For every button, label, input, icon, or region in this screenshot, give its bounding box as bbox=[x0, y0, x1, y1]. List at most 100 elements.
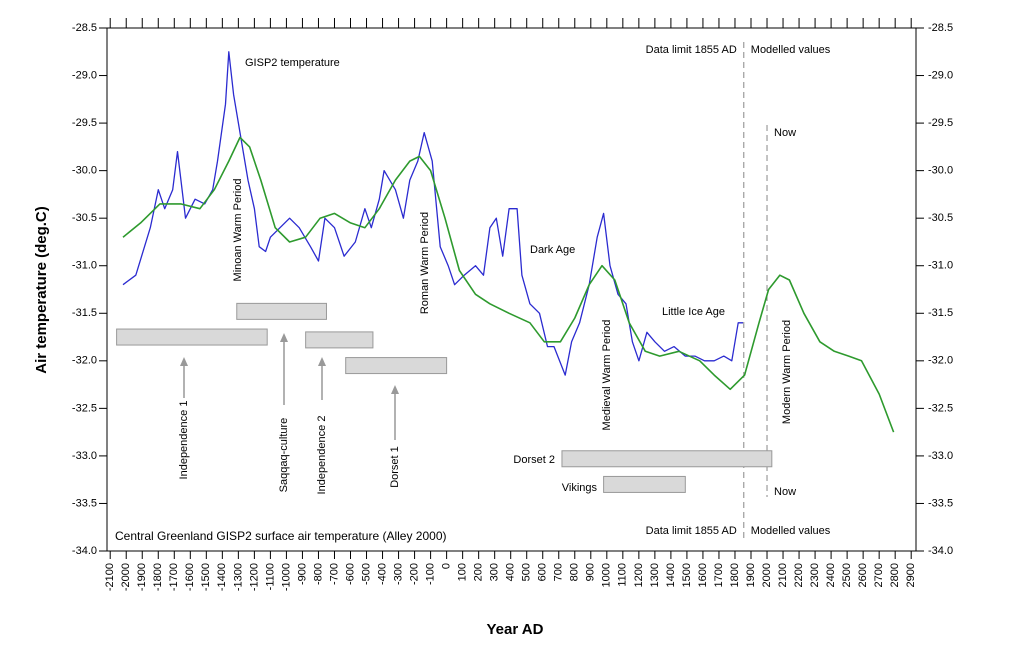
annotation: GISP2 temperature bbox=[245, 57, 340, 69]
x-tick-label: -1400 bbox=[216, 563, 228, 591]
arrow-head bbox=[180, 357, 188, 366]
x-tick-label: -1800 bbox=[152, 563, 164, 591]
annotation: Minoan Warm Period bbox=[232, 179, 244, 282]
y-tick-label: -32.0 bbox=[72, 355, 97, 367]
reference-label: Now bbox=[774, 127, 796, 139]
y2-tick-label: -31.5 bbox=[928, 307, 953, 319]
x-tick-label: -600 bbox=[344, 563, 356, 585]
x-tick-label: 300 bbox=[489, 563, 501, 581]
x-tick-label: -100 bbox=[425, 563, 437, 585]
reference-label: Data limit 1855 AD bbox=[646, 44, 737, 56]
reference-note: Modelled values bbox=[751, 525, 831, 537]
x-tick-label: -2000 bbox=[120, 563, 132, 591]
x-tick-label: -700 bbox=[328, 563, 340, 585]
period-bar bbox=[116, 328, 268, 346]
x-tick-label: -1600 bbox=[184, 563, 196, 591]
arrow-head bbox=[280, 333, 288, 342]
x-tick-label: 1200 bbox=[633, 563, 645, 587]
x-tick-label: 400 bbox=[505, 563, 517, 581]
x-tick-label: 1500 bbox=[681, 563, 693, 587]
x-tick-label: 500 bbox=[521, 563, 533, 581]
period-label: Independence 1 bbox=[178, 401, 190, 480]
x-tick-label: 2600 bbox=[857, 563, 869, 587]
x-tick-label: -2100 bbox=[104, 563, 116, 591]
x-tick-label: 800 bbox=[569, 563, 581, 581]
y2-tick-label: -28.5 bbox=[928, 22, 953, 34]
y2-tick-label: -29.5 bbox=[928, 117, 953, 129]
x-tick-label: 1400 bbox=[665, 563, 677, 587]
y-tick-label: -31.5 bbox=[72, 307, 97, 319]
chart-title: Central Greenland GISP2 surface air temp… bbox=[115, 529, 447, 543]
annotation: Dark Age bbox=[530, 244, 575, 256]
annotation: Medieval Warm Period bbox=[601, 320, 613, 431]
x-tick-label: 700 bbox=[553, 563, 565, 581]
x-tick-label: -900 bbox=[296, 563, 308, 585]
x-tick-label: -300 bbox=[392, 563, 404, 585]
y-tick-label: -29.0 bbox=[72, 69, 97, 81]
x-tick-label: -1900 bbox=[136, 563, 148, 591]
y-tick-label: -31.0 bbox=[72, 260, 97, 272]
y2-tick-label: -29.0 bbox=[928, 69, 953, 81]
x-tick-label: -200 bbox=[408, 563, 420, 585]
period-label: Vikings bbox=[562, 482, 598, 494]
x-tick-label: -500 bbox=[360, 563, 372, 585]
y-axis-label: Air temperature (deg.C) bbox=[33, 206, 50, 374]
period-label: Independence 2 bbox=[316, 416, 328, 495]
x-tick-label: 2900 bbox=[905, 563, 917, 587]
annotation: Modern Warm Period bbox=[781, 320, 793, 424]
period-bar bbox=[236, 302, 327, 320]
reference-label: Data limit 1855 AD bbox=[646, 525, 737, 537]
x-tick-label: 2200 bbox=[793, 563, 805, 587]
period-bar bbox=[345, 357, 448, 375]
y-tick-label: -33.0 bbox=[72, 450, 97, 462]
x-tick-label: 200 bbox=[473, 563, 485, 581]
x-tick-label: 2300 bbox=[809, 563, 821, 587]
period-bar bbox=[305, 331, 374, 349]
period-label: Saqqaq-culture bbox=[278, 418, 290, 493]
x-tick-label: 1600 bbox=[697, 563, 709, 587]
x-tick-label: 600 bbox=[537, 563, 549, 581]
period-bar bbox=[561, 450, 773, 468]
y2-tick-label: -33.0 bbox=[928, 450, 953, 462]
arrow-head bbox=[391, 385, 399, 394]
x-tick-label: -1500 bbox=[200, 563, 212, 591]
x-tick-label: 2500 bbox=[841, 563, 853, 587]
series-line bbox=[122, 51, 743, 376]
reference-note: Modelled values bbox=[751, 44, 831, 56]
y2-tick-label: -32.5 bbox=[928, 402, 953, 414]
x-axis-label: Year AD bbox=[487, 621, 544, 638]
x-tick-label: 2400 bbox=[825, 563, 837, 587]
y2-tick-label: -34.0 bbox=[928, 545, 953, 557]
arrow-head bbox=[318, 357, 326, 366]
x-tick-label: 1100 bbox=[617, 563, 629, 587]
y2-tick-label: -30.5 bbox=[928, 212, 953, 224]
y-tick-label: -33.5 bbox=[72, 497, 97, 509]
y-tick-label: -32.5 bbox=[72, 402, 97, 414]
x-tick-label: -1100 bbox=[264, 563, 276, 590]
period-bar bbox=[603, 475, 686, 493]
plot-frame bbox=[106, 27, 917, 552]
y-tick-label: -28.5 bbox=[72, 22, 97, 34]
x-tick-label: 1300 bbox=[649, 563, 661, 587]
y2-tick-label: -33.5 bbox=[928, 497, 953, 509]
y2-tick-label: -32.0 bbox=[928, 355, 953, 367]
annotation: Little Ice Age bbox=[662, 306, 725, 318]
y-tick-label: -29.5 bbox=[72, 117, 97, 129]
y-tick-label: -34.0 bbox=[72, 545, 97, 557]
period-label: Dorset 2 bbox=[513, 454, 555, 466]
x-tick-label: -1200 bbox=[248, 563, 260, 591]
x-tick-label: 2700 bbox=[873, 563, 885, 587]
x-tick-label: 1700 bbox=[713, 563, 725, 587]
x-tick-label: -800 bbox=[312, 563, 324, 585]
y-tick-label: -30.0 bbox=[72, 165, 97, 177]
annotation: Roman Warm Period bbox=[419, 212, 431, 314]
period-label: Dorset 1 bbox=[389, 446, 401, 488]
x-tick-label: -1000 bbox=[280, 563, 292, 591]
reference-label: Now bbox=[774, 486, 796, 498]
x-tick-label: 1900 bbox=[745, 563, 757, 587]
x-tick-label: 2800 bbox=[889, 563, 901, 587]
x-tick-label: 1800 bbox=[729, 563, 741, 587]
y2-tick-label: -30.0 bbox=[928, 165, 953, 177]
x-tick-label: -1300 bbox=[232, 563, 244, 591]
